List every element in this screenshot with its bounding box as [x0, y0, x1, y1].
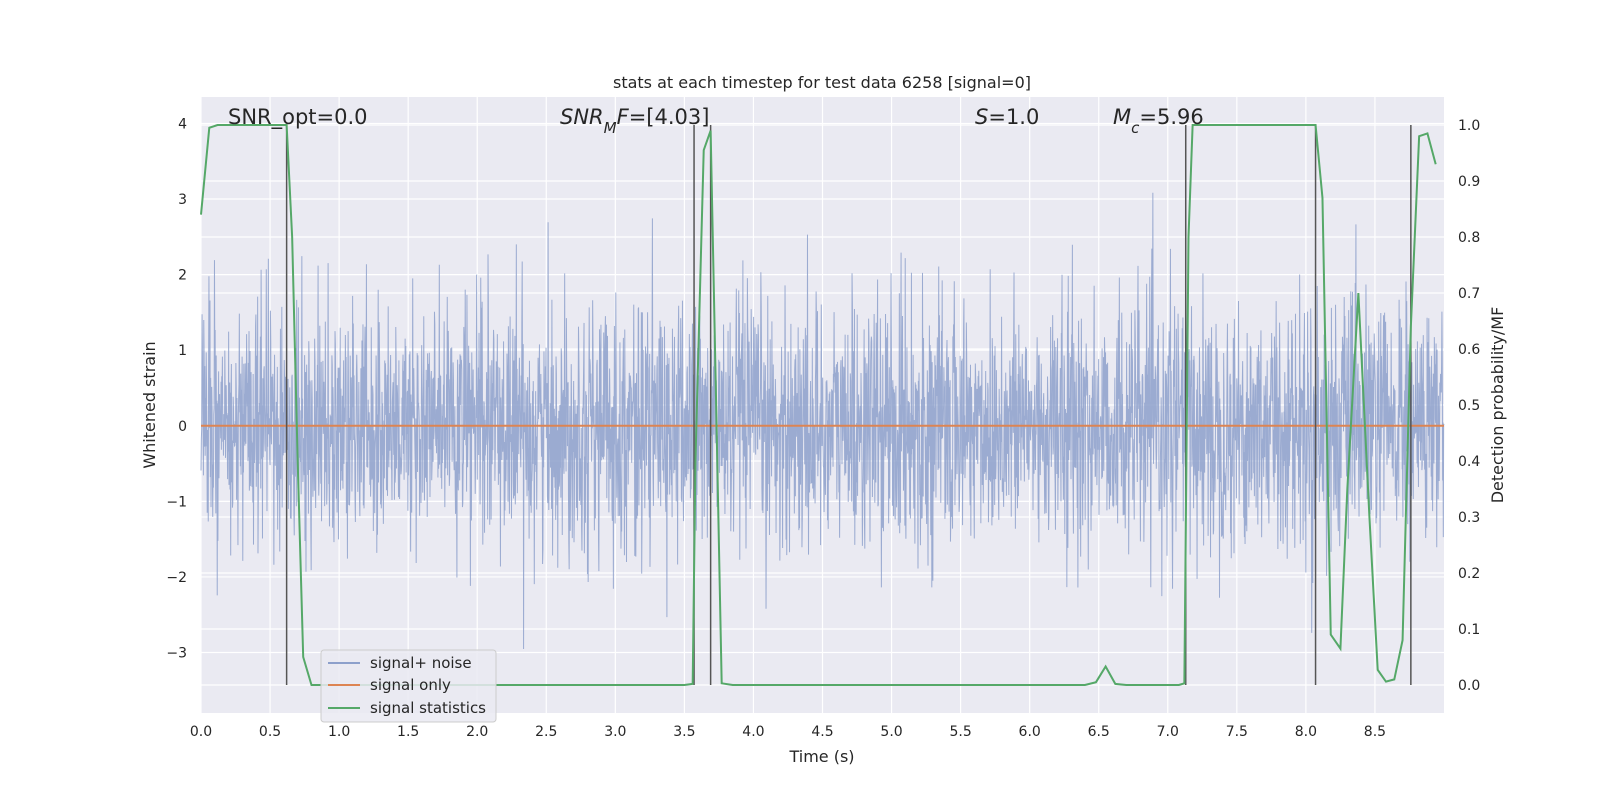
x-tick-label: 3.0	[604, 724, 626, 740]
annotation-s: S=1.0	[975, 105, 1039, 129]
y2-axis-label: Detection probability/MF	[1488, 307, 1507, 504]
y-tick-label: −3	[166, 646, 187, 662]
y2-tick-label: 0.7	[1458, 286, 1480, 302]
x-tick-label: 0.0	[190, 724, 212, 740]
series-signal-statistics	[200, 124, 1437, 686]
chart-title: stats at each timestep for test data 625…	[613, 73, 1031, 92]
x-tick-label: 2.0	[466, 724, 488, 740]
y2-tick-label: 0.4	[1458, 454, 1480, 470]
legend: signal+ noise signal only signal statist…	[320, 649, 497, 723]
x-tick-label: 6.0	[1019, 724, 1041, 740]
y-tick-label: −1	[166, 494, 187, 510]
annotation-snr-mf: SNRMF=[4.03]	[560, 105, 709, 137]
x-tick-label: 7.0	[1157, 724, 1179, 740]
y-axis-label: Whitened strain	[140, 341, 159, 468]
noise-layer	[200, 192, 1445, 649]
y2-tick-label: 0.0	[1458, 678, 1480, 694]
legend-label-noise: signal+ noise	[370, 654, 472, 672]
x-tick-label: 4.0	[742, 724, 764, 740]
y-tick-label: 2	[178, 268, 187, 284]
x-axis-label: Time (s)	[788, 747, 854, 766]
x-tick-label: 8.0	[1295, 724, 1317, 740]
y2-tick-label: 0.2	[1458, 566, 1480, 582]
x-tick-label: 1.0	[328, 724, 350, 740]
series-signal-noise	[200, 192, 1445, 649]
signal-statistics-layer	[200, 124, 1437, 686]
y2-tick-label: 0.1	[1458, 622, 1480, 638]
x-tick-label: 8.5	[1364, 724, 1386, 740]
legend-box	[320, 649, 497, 723]
annotation-mc: Mc=5.96	[1113, 105, 1204, 137]
y-tick-label: 0	[178, 419, 187, 435]
y2-tick-labels: 0.0 0.1 0.2 0.3 0.4 0.5 0.6 0.7 0.8 0.9 1.0	[1458, 118, 1480, 694]
x-tick-label: 2.5	[535, 724, 557, 740]
y2-tick-label: 1.0	[1458, 118, 1480, 134]
y2-tick-label: 0.9	[1458, 174, 1480, 190]
x-tick-label: 5.0	[880, 724, 902, 740]
x-tick-labels: 0.0 0.5 1.0 1.5 2.0 2.5 3.0 3.5 4.0 4.5 5.0 5.5 6.0 6…	[190, 724, 1386, 740]
y2-tick-label: 0.8	[1458, 230, 1480, 246]
legend-label-signal-only: signal only	[370, 676, 451, 694]
y2-tick-label: 0.3	[1458, 510, 1480, 526]
y2-tick-label: 0.5	[1458, 398, 1480, 414]
x-tick-label: 0.5	[259, 724, 281, 740]
legend-label-statistics: signal statistics	[370, 699, 486, 717]
annotations: SNR_opt=0.0 SNRMF=[4.03] S=1.0 Mc=5.96	[228, 105, 1204, 137]
y-tick-label: 1	[178, 343, 187, 359]
y-tick-label: −2	[166, 570, 187, 586]
y-tick-label: 3	[178, 192, 187, 208]
x-tick-label: 1.5	[397, 724, 419, 740]
y-tick-label: 4	[178, 116, 187, 132]
x-tick-label: 7.5	[1226, 724, 1248, 740]
x-tick-label: 4.5	[811, 724, 833, 740]
y-tick-labels: −3 −2 −1 0 1 2 3 4	[166, 116, 187, 661]
annotation-snr-opt: SNR_opt=0.0	[228, 105, 368, 130]
x-tick-label: 5.5	[949, 724, 971, 740]
y2-tick-label: 0.6	[1458, 342, 1480, 358]
x-tick-label: 3.5	[673, 724, 695, 740]
x-tick-label: 6.5	[1088, 724, 1110, 740]
